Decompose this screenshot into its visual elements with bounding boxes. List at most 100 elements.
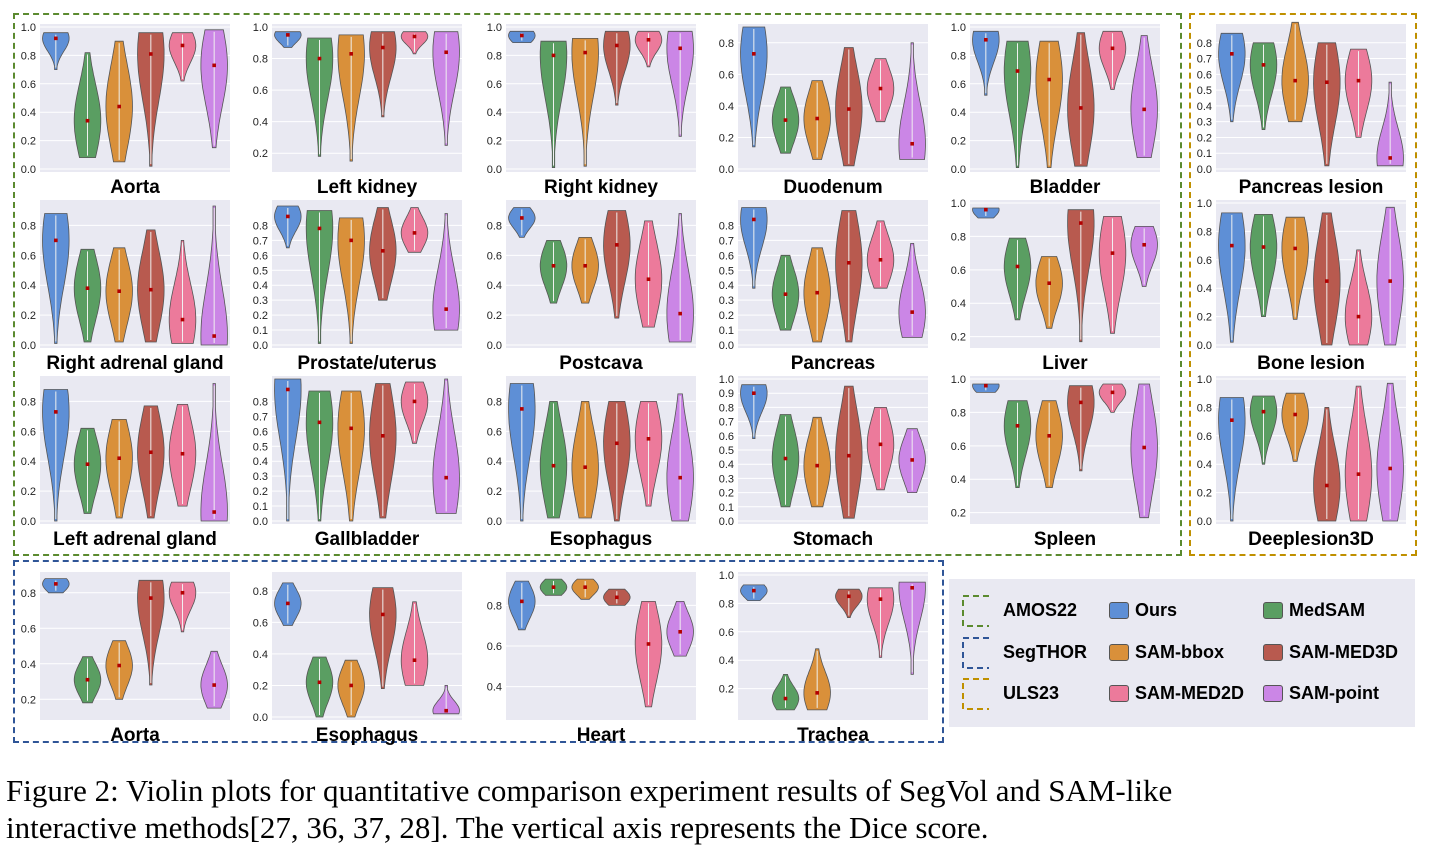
y-tick-label: 0.1	[1197, 148, 1212, 160]
median-marker-sam-point	[444, 708, 448, 713]
violin-panel-amos22-liver: 0.2 0.4 0.6 0.8 1.0 Liver	[946, 196, 1170, 384]
median-marker-sam-med2d	[1356, 472, 1361, 476]
y-tick-label: 0.2	[487, 486, 502, 498]
median-marker-sam-med2d	[878, 258, 883, 262]
median-marker-sam-med3d	[1079, 400, 1083, 405]
median-marker-sam-bbox	[117, 289, 121, 293]
panel-title-segthor-heart: Heart	[576, 725, 626, 746]
y-tick-label: 0.6	[253, 617, 268, 629]
y-tick-label: 0.9	[719, 388, 734, 400]
violin-plot-svg: 0.4 0.6 0.8	[487, 572, 696, 720]
amos22-group-box	[13, 13, 1182, 556]
median-marker-sam-med2d	[412, 399, 417, 404]
y-tick-label: 0.8	[951, 407, 966, 419]
plot-background	[40, 24, 230, 172]
median-marker-sam-bbox	[117, 456, 121, 461]
median-marker-sam-bbox	[583, 585, 587, 589]
y-tick-label: 0.5	[719, 265, 734, 277]
violin-panel-amos22-right-adrenal-gland: 0.0 0.2 0.4 0.6 0.8 Right adrenal gland	[16, 196, 240, 384]
y-tick-label: 0.4	[21, 107, 36, 119]
median-marker-medsam	[1015, 264, 1020, 269]
y-tick-label: 0.4	[253, 649, 268, 661]
y-tick-label: 0.8	[253, 220, 268, 232]
median-marker-sam-med2d	[412, 231, 417, 235]
y-tick-label: 0.2	[253, 310, 268, 322]
y-tick-label: 0.6	[253, 426, 268, 438]
median-marker-ours	[54, 36, 58, 41]
plot-background	[272, 24, 462, 172]
legend-swatch-sam-med2d	[1109, 685, 1129, 702]
violin-plot-svg: 0.0 0.1 0.2 0.3 0.4 0.5 0.6 0.7 0.8	[1197, 21, 1406, 176]
median-marker-sam-med3d	[149, 596, 153, 600]
y-tick-label: 0.6	[719, 69, 734, 81]
y-tick-label: 0.2	[1197, 132, 1212, 144]
y-tick-label: 0.4	[21, 280, 36, 292]
median-marker-sam-point	[678, 46, 682, 51]
y-tick-label: 0.6	[487, 641, 502, 653]
plot-background	[272, 376, 462, 524]
plot-background	[1216, 24, 1406, 172]
median-marker-ours	[984, 37, 988, 42]
panel-title-amos22-right-adrenal-gland: Right adrenal gland	[46, 353, 224, 374]
median-marker-sam-bbox	[117, 663, 121, 668]
median-marker-sam-med2d	[878, 442, 883, 447]
median-marker-medsam	[551, 263, 556, 268]
violin-panel-segthor-esophagus: 0.0 0.2 0.4 0.6 0.8 Esophagus	[248, 568, 472, 756]
y-tick-label: 0.8	[719, 38, 734, 50]
y-tick-label: 0.8	[21, 588, 36, 600]
y-tick-label: 0.2	[253, 680, 268, 692]
violin-plot-svg: 0.2 0.4 0.6 0.8 1.0	[253, 22, 462, 172]
median-marker-medsam	[783, 696, 788, 701]
median-marker-sam-bbox	[1047, 281, 1051, 285]
violin-plot-svg: 0.2 0.4 0.6 0.8 1.0	[951, 198, 1160, 348]
median-marker-ours	[752, 52, 756, 56]
plot-background	[970, 376, 1160, 524]
legend-swatch-sam-med3d	[1263, 644, 1283, 661]
median-marker-sam-med2d	[1110, 251, 1115, 255]
median-marker-sam-med3d	[1079, 221, 1083, 225]
violin-plot-svg: 0.2 0.4 0.6 0.8 1.0	[719, 570, 928, 720]
violin-plot-svg: 0.0 0.2 0.4 0.6 0.8 1.0	[951, 22, 1160, 176]
median-marker-sam-bbox	[583, 263, 587, 268]
y-tick-label: 0.0	[1197, 340, 1212, 352]
violin-plot-svg: 0.0 0.2 0.4 0.6 0.8	[719, 24, 928, 176]
y-tick-label: 0.0	[21, 164, 36, 176]
y-tick-label: 0.6	[487, 426, 502, 438]
median-marker-sam-point	[1142, 445, 1146, 450]
legend-label-sam-point: SAM-point	[1289, 683, 1379, 703]
y-tick-label: 0.4	[487, 280, 502, 292]
plot-background	[506, 200, 696, 348]
median-marker-sam-point	[678, 475, 682, 480]
median-marker-sam-point	[212, 510, 216, 514]
median-marker-sam-med2d	[646, 436, 651, 441]
median-marker-medsam	[85, 462, 90, 466]
y-tick-label: 0.0	[719, 164, 734, 176]
y-tick-label: 0.2	[21, 310, 36, 322]
panel-title-segthor-trachea: Trachea	[797, 725, 869, 746]
median-marker-sam-bbox	[583, 50, 587, 55]
y-tick-label: 0.6	[21, 79, 36, 91]
y-tick-label: 0.6	[21, 623, 36, 635]
violin-plot-svg: 0.0 0.2 0.4 0.6 0.8	[487, 200, 696, 352]
y-tick-label: 0.4	[1197, 283, 1212, 295]
legend-label-sam-bbox: SAM-bbox	[1135, 642, 1224, 662]
median-marker-sam-med2d	[1110, 390, 1115, 395]
y-tick-label: 0.6	[951, 265, 966, 277]
y-tick-label: 0.4	[719, 101, 734, 113]
y-tick-label: 0.8	[1197, 226, 1212, 238]
plot-background	[506, 24, 696, 172]
legend-swatch-ours	[1109, 602, 1129, 619]
y-tick-label: 0.2	[253, 486, 268, 498]
y-tick-label: 1.0	[253, 22, 268, 34]
median-marker-sam-point	[1388, 156, 1392, 160]
y-tick-label: 1.0	[951, 198, 966, 210]
median-marker-ours	[752, 588, 756, 593]
median-marker-sam-med3d	[847, 453, 851, 458]
y-tick-label: 0.2	[719, 684, 734, 696]
violin-panel-uls23-bone-lesion: 0.0 0.2 0.4 0.6 0.8 1.0 Bone lesion	[1192, 196, 1416, 384]
median-marker-medsam	[317, 226, 322, 231]
median-marker-ours	[54, 410, 58, 414]
panel-title-amos22-gallbladder: Gallbladder	[314, 529, 420, 550]
y-tick-label: 1.0	[719, 374, 734, 386]
